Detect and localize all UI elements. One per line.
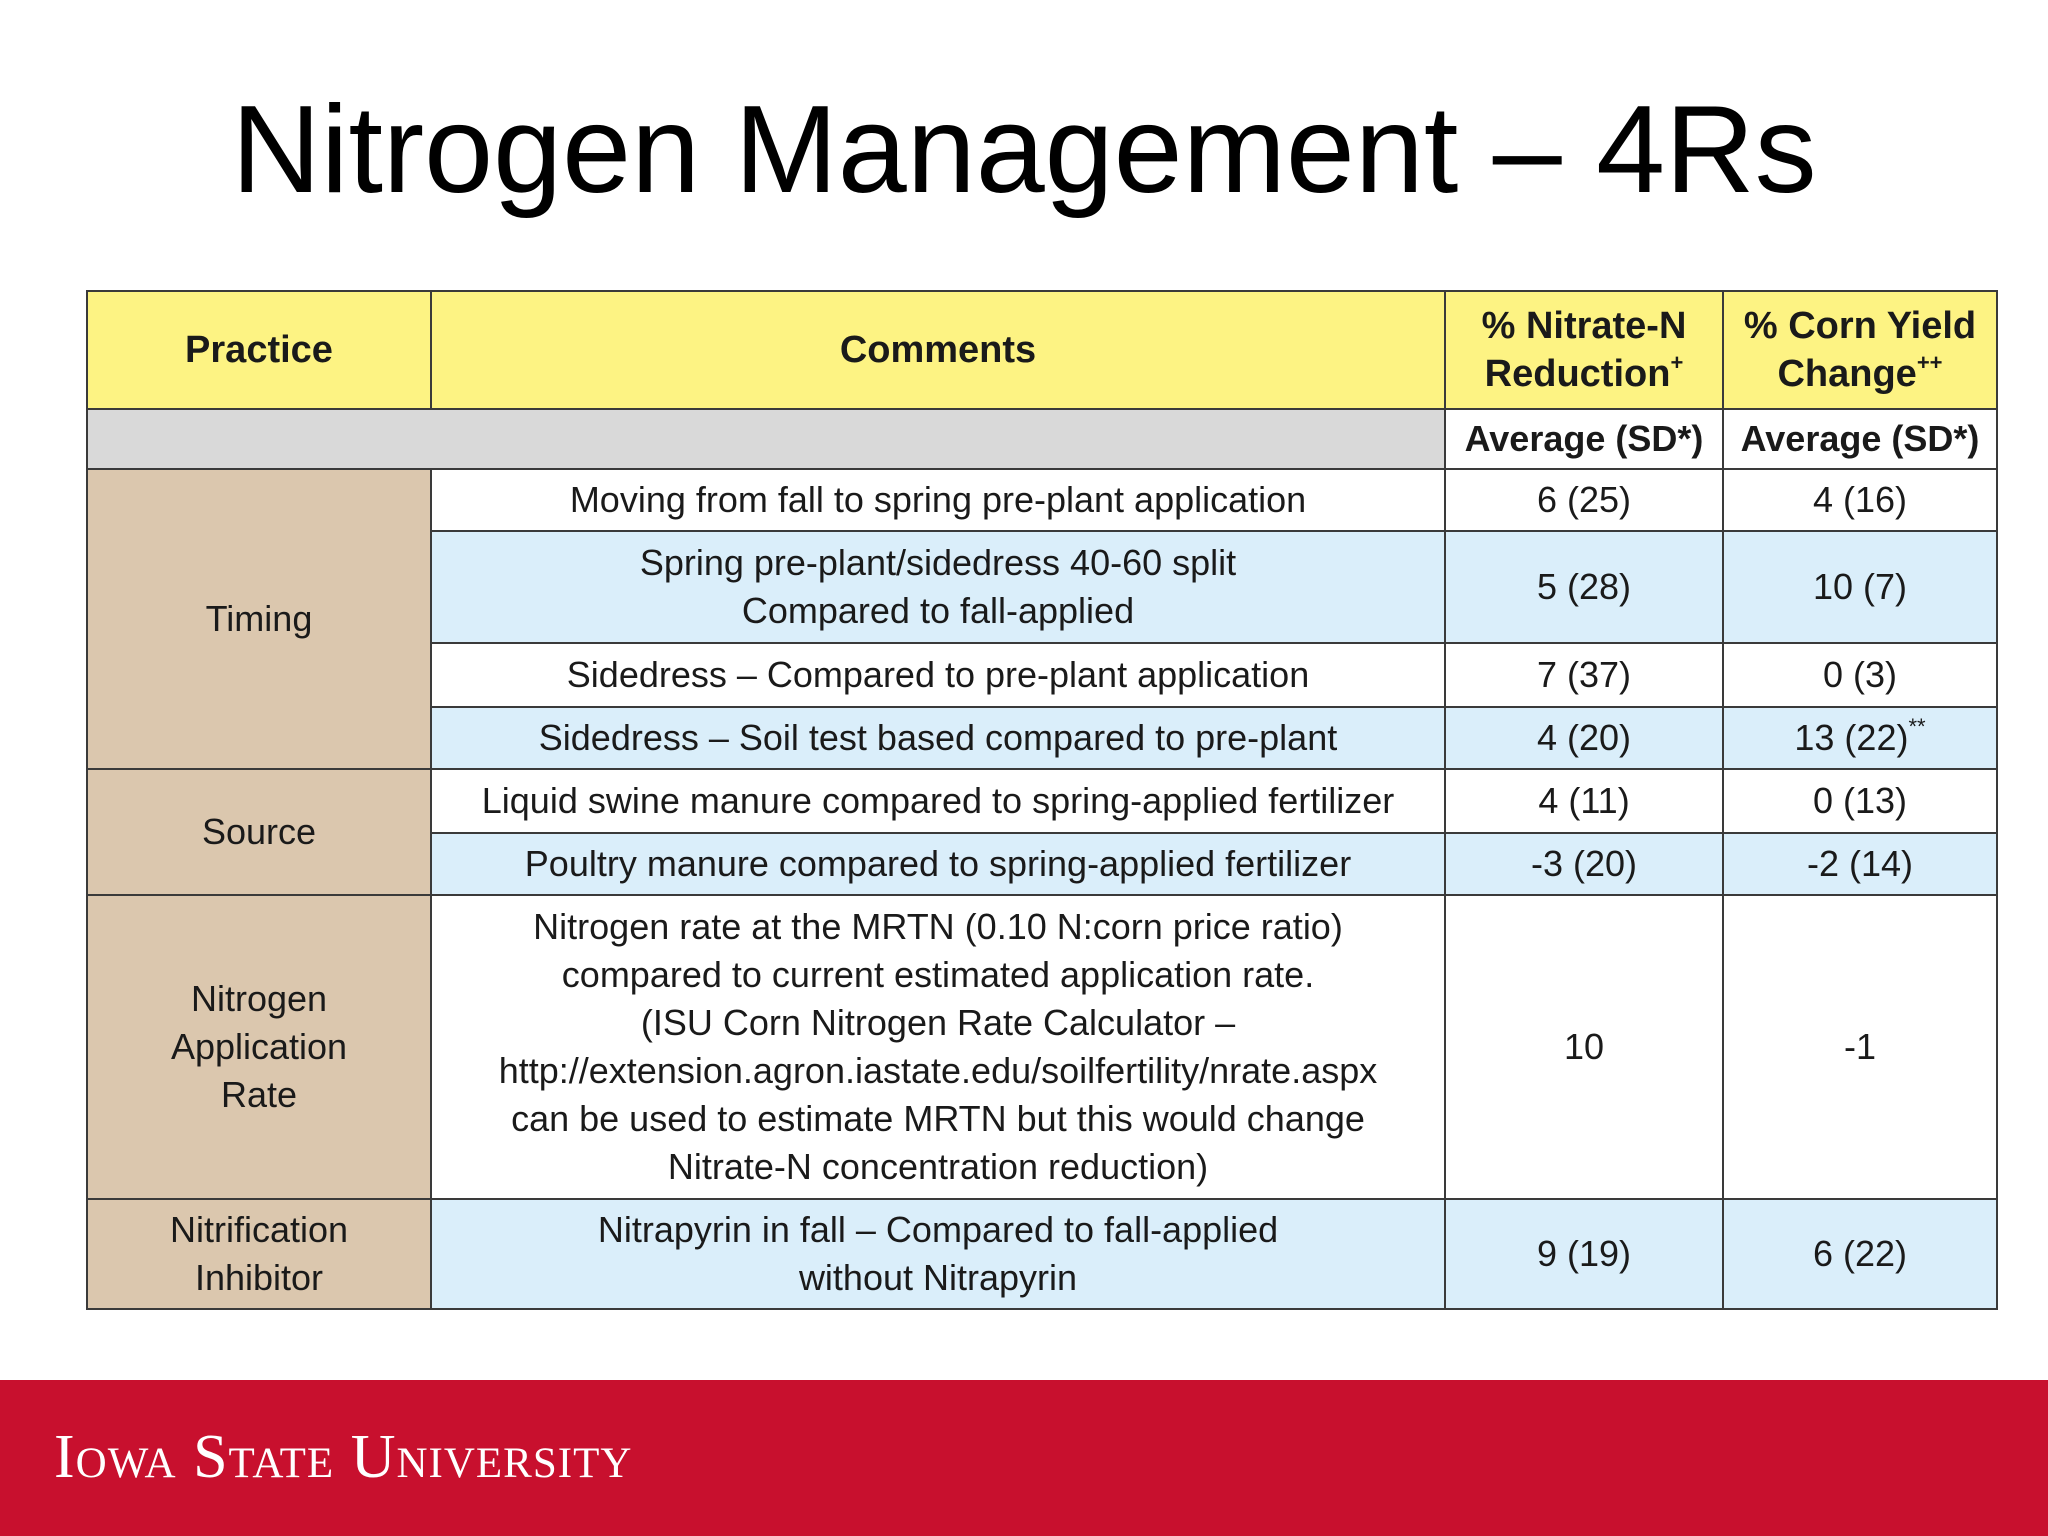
practice-line: Nitrogen xyxy=(190,978,328,1019)
footer-bar: Iowa State University xyxy=(0,1380,2048,1536)
comment-line: (ISU Corn Nitrogen Rate Calculator – xyxy=(640,1002,1236,1043)
comment-line: Nitrapyrin in fall – Compared to fall-ap… xyxy=(597,1209,1279,1250)
practice-line: Application xyxy=(170,1026,348,1067)
iowa-state-university-logo: Iowa State University xyxy=(54,1423,633,1491)
yield-cell: 0 (3) xyxy=(1722,642,1998,708)
corn-yield-header: % Corn Yield Change++ xyxy=(1722,290,1998,410)
comment-line: can be used to estimate MRTN but this wo… xyxy=(511,1098,1365,1139)
comments-header: Comments xyxy=(430,290,1446,410)
table-row: Spring pre-plant/sidedress 40-60 split C… xyxy=(87,530,1998,644)
yield-value: 13 (22) xyxy=(1794,717,1909,758)
nitrate-header-footnote: + xyxy=(1670,350,1684,375)
comment-line: Spring pre-plant/sidedress 40-60 split xyxy=(639,542,1237,583)
table-header-row: Practice Comments % Nitrate-N Reduction+… xyxy=(86,290,1998,410)
slide-title: Nitrogen Management – 4Rs xyxy=(231,81,1817,219)
nitrate-cell: 4 (20) xyxy=(1444,706,1724,770)
yield-header-change: Change xyxy=(1777,353,1917,395)
nitrate-cell: 6 (25) xyxy=(1444,468,1724,532)
comment-cell: Spring pre-plant/sidedress 40-60 split C… xyxy=(430,530,1446,644)
nitrate-cell: 10 xyxy=(1444,894,1724,1200)
table-row: Poultry manure compared to spring-applie… xyxy=(87,832,1998,896)
comment-line: http://extension.agron.iastate.edu/soilf… xyxy=(498,1050,1378,1091)
nitrogen-practices-table: Practice Comments % Nitrate-N Reduction+… xyxy=(86,290,1998,1310)
nitrate-cell: 5 (28) xyxy=(1444,530,1724,644)
practice-nitrification-inhibitor: Nitrification Inhibitor xyxy=(86,1198,432,1310)
table-row: Source Liquid swine manure compared to s… xyxy=(86,768,1998,896)
table-row: Timing Moving from fall to spring pre-pl… xyxy=(86,468,1998,770)
comment-cell: Moving from fall to spring pre-plant app… xyxy=(430,468,1446,532)
yield-header-line2: Change++ xyxy=(1730,350,1990,398)
nitrogen-table-container: Practice Comments % Nitrate-N Reduction+… xyxy=(86,290,1998,1310)
practice-line: Nitrification xyxy=(169,1209,349,1250)
comment-cell: Sidedress – Soil test based compared to … xyxy=(430,706,1446,770)
comment-cell: Nitrogen rate at the MRTN (0.10 N:corn p… xyxy=(430,894,1446,1200)
yield-cell: 6 (22) xyxy=(1722,1198,1998,1310)
comment-line: compared to current estimated applicatio… xyxy=(561,954,1315,995)
nitrate-reduction-header: % Nitrate-N Reduction+ xyxy=(1444,290,1724,410)
comment-cell: Nitrapyrin in fall – Compared to fall-ap… xyxy=(430,1198,1446,1310)
comment-line: Nitrate-N concentration reduction) xyxy=(667,1146,1209,1187)
yield-cell: 13 (22)** xyxy=(1722,706,1998,770)
yield-cell: 4 (16) xyxy=(1722,468,1998,532)
yield-header-line1: % Corn Yield xyxy=(1743,305,1977,347)
nitrate-header-reduction: Reduction xyxy=(1484,353,1671,395)
nitrate-cell: -3 (20) xyxy=(1444,832,1724,896)
table-row: Sidedress – Soil test based compared to … xyxy=(87,706,1998,770)
nitrate-cell: 4 (11) xyxy=(1444,768,1724,834)
subheader-blank xyxy=(86,408,1446,470)
nitrate-subheader: Average (SD*) xyxy=(1444,408,1724,470)
comment-cell: Sidedress – Compared to pre-plant applic… xyxy=(430,642,1446,708)
nitrate-header-line2: Reduction+ xyxy=(1452,350,1716,398)
yield-cell: -2 (14) xyxy=(1722,832,1998,896)
yield-cell: -1 xyxy=(1722,894,1998,1200)
yield-subheader: Average (SD*) xyxy=(1722,408,1998,470)
comment-line: Compared to fall-applied xyxy=(741,590,1135,631)
practice-timing: Timing xyxy=(86,468,432,770)
yield-header-footnote: ++ xyxy=(1916,350,1943,375)
practice-source: Source xyxy=(86,768,432,896)
nitrate-header-line1: % Nitrate-N xyxy=(1481,305,1687,347)
yield-cell: 10 (7) xyxy=(1722,530,1998,644)
practice-line: Inhibitor xyxy=(194,1257,324,1298)
practice-nitrogen-rate: Nitrogen Application Rate xyxy=(86,894,432,1200)
practice-header: Practice xyxy=(86,290,432,410)
nitrate-cell: 7 (37) xyxy=(1444,642,1724,708)
comment-line: without Nitrapyrin xyxy=(798,1257,1078,1298)
comment-cell: Poultry manure compared to spring-applie… xyxy=(430,832,1446,896)
yield-cell: 0 (13) xyxy=(1722,768,1998,834)
table-row: Sidedress – Compared to pre-plant applic… xyxy=(87,642,1998,708)
nitrate-cell: 9 (19) xyxy=(1444,1198,1724,1310)
yield-footnote: ** xyxy=(1908,714,1926,739)
practice-line: Rate xyxy=(220,1074,298,1115)
table-subheader-row: Average (SD*) Average (SD*) xyxy=(86,408,1998,470)
comment-line: Nitrogen rate at the MRTN (0.10 N:corn p… xyxy=(533,906,1343,947)
table-row: Nitrification Inhibitor Nitrapyrin in fa… xyxy=(86,1198,1998,1310)
comment-cell: Liquid swine manure compared to spring-a… xyxy=(430,768,1446,834)
table-row: Nitrogen Application Rate Nitrogen rate … xyxy=(86,894,1998,1200)
